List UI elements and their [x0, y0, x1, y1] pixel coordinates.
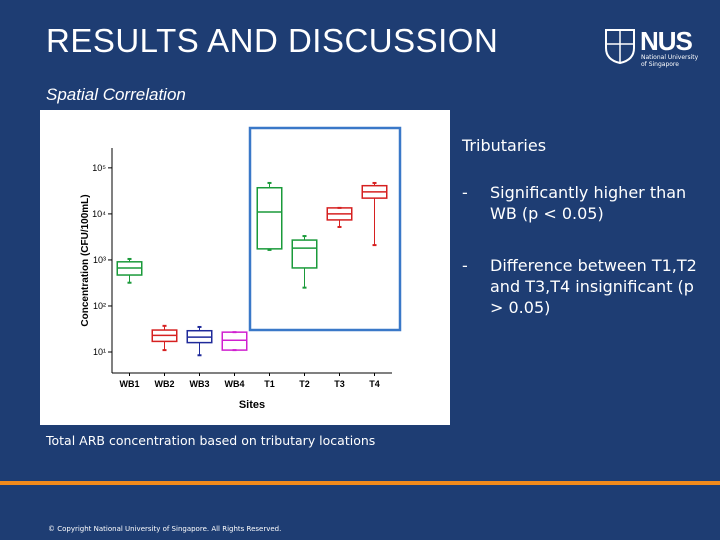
y-axis-label: Concentration (CFU/100mL) — [80, 194, 91, 326]
y-tick-label: 10⁵ — [92, 163, 106, 173]
bullet-marker: - — [462, 183, 468, 202]
y-tick-label: 10⁴ — [92, 209, 106, 219]
bullet-text: Significantly higher than WB (p < 0.05) — [490, 183, 687, 223]
box — [221, 331, 248, 351]
x-axis-label: Sites — [239, 399, 265, 411]
x-tick-label: WB3 — [190, 379, 210, 389]
logo-crest — [605, 29, 635, 64]
x-tick-label: T2 — [299, 379, 310, 389]
highlight-box — [248, 126, 402, 332]
y-tick-label: 10³ — [93, 255, 106, 265]
logo-subtitle: National University of Singapore — [641, 54, 699, 68]
chart-background — [40, 110, 450, 425]
x-tick-label: WB4 — [225, 379, 245, 389]
logo-name: NUS — [640, 26, 693, 56]
x-tick-label: T3 — [334, 379, 345, 389]
x-tick-label: T1 — [264, 379, 275, 389]
bullet: - Significantly higher than WB (p < 0.05) — [462, 182, 702, 224]
x-tick-label: WB2 — [155, 379, 175, 389]
y-tick-label: 10¹ — [93, 347, 106, 357]
bullet-text: Difference between T1,T2 and T3,T4 insig… — [490, 256, 697, 317]
notes-heading: Tributaries — [462, 136, 547, 155]
footer: © Copyright National University of Singa… — [48, 525, 282, 533]
bullet-marker: - — [462, 256, 468, 275]
slide-title: RESULTS AND DISCUSSION — [46, 22, 499, 59]
x-tick-label: WB1 — [120, 379, 140, 389]
divider — [0, 481, 720, 485]
slide-subtitle: Spatial Correlation — [46, 85, 186, 104]
y-tick-label: 10² — [93, 301, 106, 311]
caption: Total ARB concentration based on tributa… — [46, 433, 376, 448]
bullet: - Difference between T1,T2 and T3,T4 insi… — [462, 255, 702, 318]
x-tick-label: T4 — [369, 379, 380, 389]
box — [256, 186, 283, 250]
box — [291, 239, 318, 269]
